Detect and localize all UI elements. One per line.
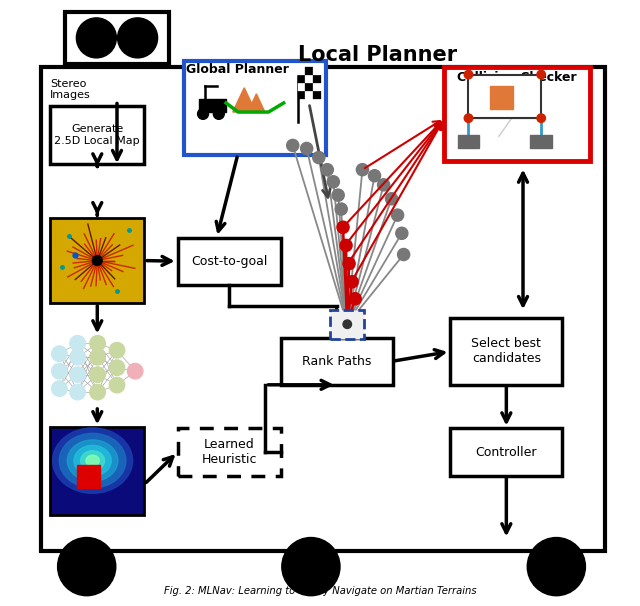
Bar — [314, 83, 321, 91]
Circle shape — [346, 276, 358, 288]
Text: Generate
2.5D Local Map: Generate 2.5D Local Map — [54, 124, 140, 145]
Bar — [330, 310, 364, 339]
Ellipse shape — [60, 433, 126, 488]
Bar — [451, 318, 563, 385]
Text: Learned
Heuristic: Learned Heuristic — [202, 438, 257, 466]
Text: Fig. 2: MLNav: Learning to Safely Navigate on Martian Terrains: Fig. 2: MLNav: Learning to Safely Naviga… — [164, 586, 476, 596]
Ellipse shape — [86, 455, 99, 466]
Bar — [305, 91, 314, 99]
Circle shape — [109, 360, 125, 376]
Bar — [468, 75, 541, 118]
Circle shape — [109, 342, 125, 358]
Circle shape — [52, 381, 67, 396]
Circle shape — [282, 538, 340, 596]
Circle shape — [213, 108, 224, 119]
Bar — [314, 75, 321, 83]
Circle shape — [464, 70, 473, 79]
Bar — [305, 67, 314, 75]
Text: Rank Paths: Rank Paths — [302, 355, 371, 368]
Polygon shape — [248, 94, 265, 112]
Polygon shape — [233, 88, 256, 112]
Circle shape — [70, 367, 86, 382]
Ellipse shape — [67, 440, 118, 481]
Bar — [458, 135, 479, 148]
Circle shape — [340, 239, 352, 251]
Circle shape — [397, 248, 410, 261]
Circle shape — [369, 170, 381, 182]
Circle shape — [313, 152, 325, 164]
Circle shape — [537, 70, 545, 79]
Circle shape — [392, 209, 404, 221]
Circle shape — [198, 108, 209, 119]
Text: Cost-to-goal: Cost-to-goal — [191, 255, 268, 268]
Circle shape — [396, 227, 408, 239]
Circle shape — [90, 384, 106, 400]
Circle shape — [356, 164, 369, 176]
Bar — [314, 91, 321, 99]
Circle shape — [70, 349, 86, 365]
Bar — [314, 67, 321, 75]
Bar — [184, 61, 326, 155]
Bar — [77, 465, 100, 488]
Bar — [199, 99, 226, 112]
Bar — [305, 75, 314, 83]
Bar — [65, 12, 168, 64]
Circle shape — [349, 293, 361, 305]
Bar — [451, 428, 563, 476]
Circle shape — [90, 367, 106, 382]
Bar — [177, 428, 280, 476]
Bar — [280, 338, 393, 385]
Text: Global Planner: Global Planner — [186, 64, 289, 76]
Bar — [51, 427, 144, 515]
Circle shape — [109, 377, 125, 393]
Ellipse shape — [52, 428, 132, 493]
Circle shape — [378, 179, 390, 191]
Bar — [298, 67, 305, 75]
Circle shape — [70, 384, 86, 400]
Circle shape — [537, 114, 545, 122]
Text: Select best
candidates: Select best candidates — [472, 338, 541, 365]
Circle shape — [327, 176, 339, 188]
Ellipse shape — [74, 445, 111, 476]
Ellipse shape — [81, 451, 104, 470]
Circle shape — [301, 142, 313, 155]
Circle shape — [127, 363, 143, 379]
Circle shape — [90, 349, 106, 365]
Circle shape — [385, 193, 397, 205]
Bar — [531, 135, 552, 148]
Circle shape — [464, 114, 473, 122]
Circle shape — [92, 256, 102, 265]
Bar — [298, 75, 305, 83]
Bar — [51, 218, 144, 303]
Bar — [41, 67, 605, 551]
Circle shape — [90, 336, 106, 351]
Text: Collision Checker: Collision Checker — [457, 72, 577, 84]
Circle shape — [70, 336, 86, 351]
Bar — [305, 83, 314, 91]
Circle shape — [343, 320, 351, 328]
Bar — [298, 91, 305, 99]
Text: Stereo
Images: Stereo Images — [51, 79, 91, 101]
Bar — [490, 86, 513, 109]
Bar — [444, 67, 589, 161]
Circle shape — [527, 538, 586, 596]
Circle shape — [118, 18, 157, 58]
Circle shape — [52, 363, 67, 379]
Circle shape — [343, 258, 355, 270]
Circle shape — [52, 346, 67, 362]
Circle shape — [76, 18, 116, 58]
Bar — [298, 83, 305, 91]
Circle shape — [58, 538, 116, 596]
Circle shape — [332, 189, 344, 201]
Bar — [51, 106, 144, 164]
Circle shape — [337, 221, 349, 233]
Bar — [177, 238, 280, 285]
Text: Controller: Controller — [476, 445, 537, 459]
Circle shape — [321, 164, 333, 176]
Circle shape — [335, 203, 348, 215]
Text: Local Planner: Local Planner — [298, 44, 457, 65]
Circle shape — [287, 139, 299, 152]
